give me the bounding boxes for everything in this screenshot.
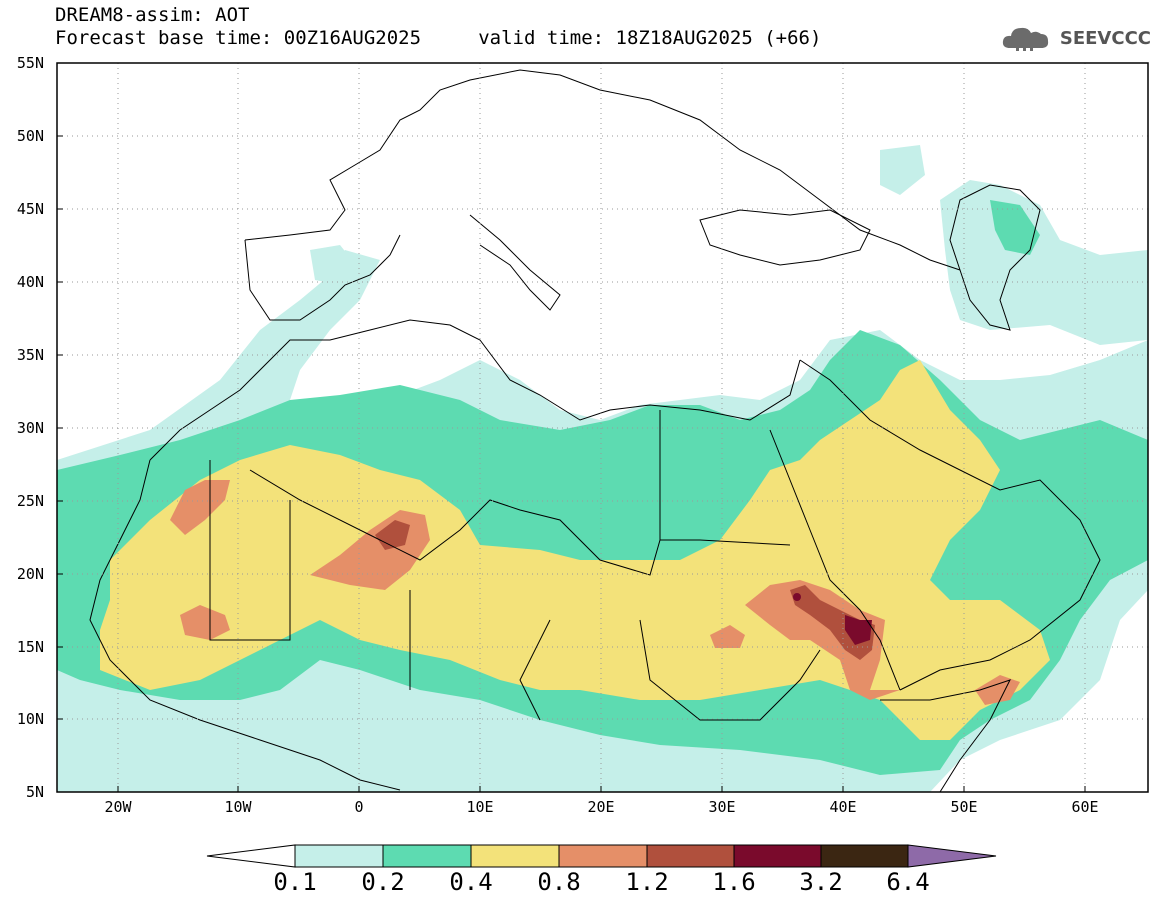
aot-contour-0.4: [100, 360, 1050, 740]
seevccc-logo: SEEVCCC: [1000, 22, 1151, 54]
lat-label: 25N: [17, 492, 44, 510]
cloud-logo-icon: [1002, 27, 1048, 51]
aot-contour-0.1-caspian: [940, 180, 1148, 345]
coastline-iberia: [244, 234, 401, 321]
colorbar-swatch: [382, 844, 472, 868]
colorbar-label: 6.4: [886, 868, 930, 896]
aot-contour-0.8-sudan: [745, 580, 900, 700]
logo-text: SEEVCCC: [1059, 27, 1151, 49]
lon-label: 10W: [224, 798, 252, 816]
colorbar-label: 0.8: [537, 868, 581, 896]
aot-contour-0.1-north: [880, 145, 925, 195]
colorbar-label: 3.2: [799, 868, 843, 896]
lon-label: 0: [354, 798, 363, 816]
coastline-west-africa: [89, 459, 401, 791]
lat-label: 30N: [17, 419, 44, 437]
coastline-europe: [244, 69, 961, 271]
aot-contour-1.6: [845, 615, 872, 645]
lon-label: 40E: [829, 798, 856, 816]
aot-field: [57, 145, 1148, 792]
coastline-north-africa: [149, 319, 801, 461]
lat-label: 35N: [17, 346, 44, 364]
border-sahel: [209, 460, 821, 721]
coastlines: [89, 69, 1101, 792]
colorbar-swatch: [558, 844, 648, 868]
colorbar-under-triangle: [206, 844, 296, 868]
lat-label: 10N: [17, 710, 44, 728]
forecast-times: Forecast base time: 00Z16AUG2025 valid t…: [55, 27, 822, 49]
border-algeria-libya: [249, 410, 661, 576]
lat-label: 20N: [17, 565, 44, 583]
coastline-caspian: [949, 184, 1041, 331]
aot-contour-0.8-west: [170, 480, 230, 535]
lon-label: 30E: [708, 798, 735, 816]
aot-contour-0.8-mauritania: [180, 605, 230, 640]
lat-label: 50N: [17, 127, 44, 145]
lon-label: 50E: [950, 798, 977, 816]
colorbar-over-triangle: [907, 844, 997, 868]
lon-label: 20W: [104, 798, 132, 816]
lon-label: 60E: [1071, 798, 1098, 816]
aot-contour-0.1-iberia: [310, 245, 360, 285]
colorbar-label: 0.1: [273, 868, 317, 896]
lon-label: 10E: [466, 798, 493, 816]
colorbar-swatch: [646, 844, 735, 868]
lat-label: 55N: [17, 54, 44, 72]
coastline-arabia: [799, 359, 1101, 691]
aot-contour-0.8-chad: [710, 625, 745, 648]
lat-label: 5N: [26, 783, 44, 801]
coastline-italy: [469, 214, 561, 311]
aot-contour-1.6-point: [793, 593, 801, 601]
colorbar-label: 0.2: [361, 868, 405, 896]
colorbar-label: 1.2: [625, 868, 669, 896]
map-title: DREAM8-assim: AOT: [55, 4, 250, 26]
colorbar-swatch: [470, 844, 560, 868]
colorbar-swatch: [294, 844, 384, 868]
lat-label: 15N: [17, 638, 44, 656]
colorbar-swatch: [820, 844, 909, 868]
colorbar-label: 1.6: [712, 868, 756, 896]
aot-contour-1.2-mali: [375, 520, 410, 550]
lat-label: 40N: [17, 273, 44, 291]
longitude-labels: 20W 10W 0 10E 20E 30E 40E 50E 60E: [104, 798, 1098, 816]
lon-label: 20E: [587, 798, 614, 816]
lat-label: 45N: [17, 200, 44, 218]
aot-contour-0.2-caspian: [990, 200, 1040, 255]
colorbar-swatch: [733, 844, 822, 868]
coastline-somalia: [880, 679, 1011, 792]
colorbar-label: 0.4: [449, 868, 493, 896]
coastline-black-sea: [699, 209, 871, 266]
graticule: [57, 63, 1148, 792]
coastline-red-sea: [769, 429, 901, 691]
axis-ticks: [57, 62, 1086, 793]
latitude-labels: 55N 50N 45N 40N 35N 30N 25N 20N 15N 10N …: [17, 54, 44, 801]
